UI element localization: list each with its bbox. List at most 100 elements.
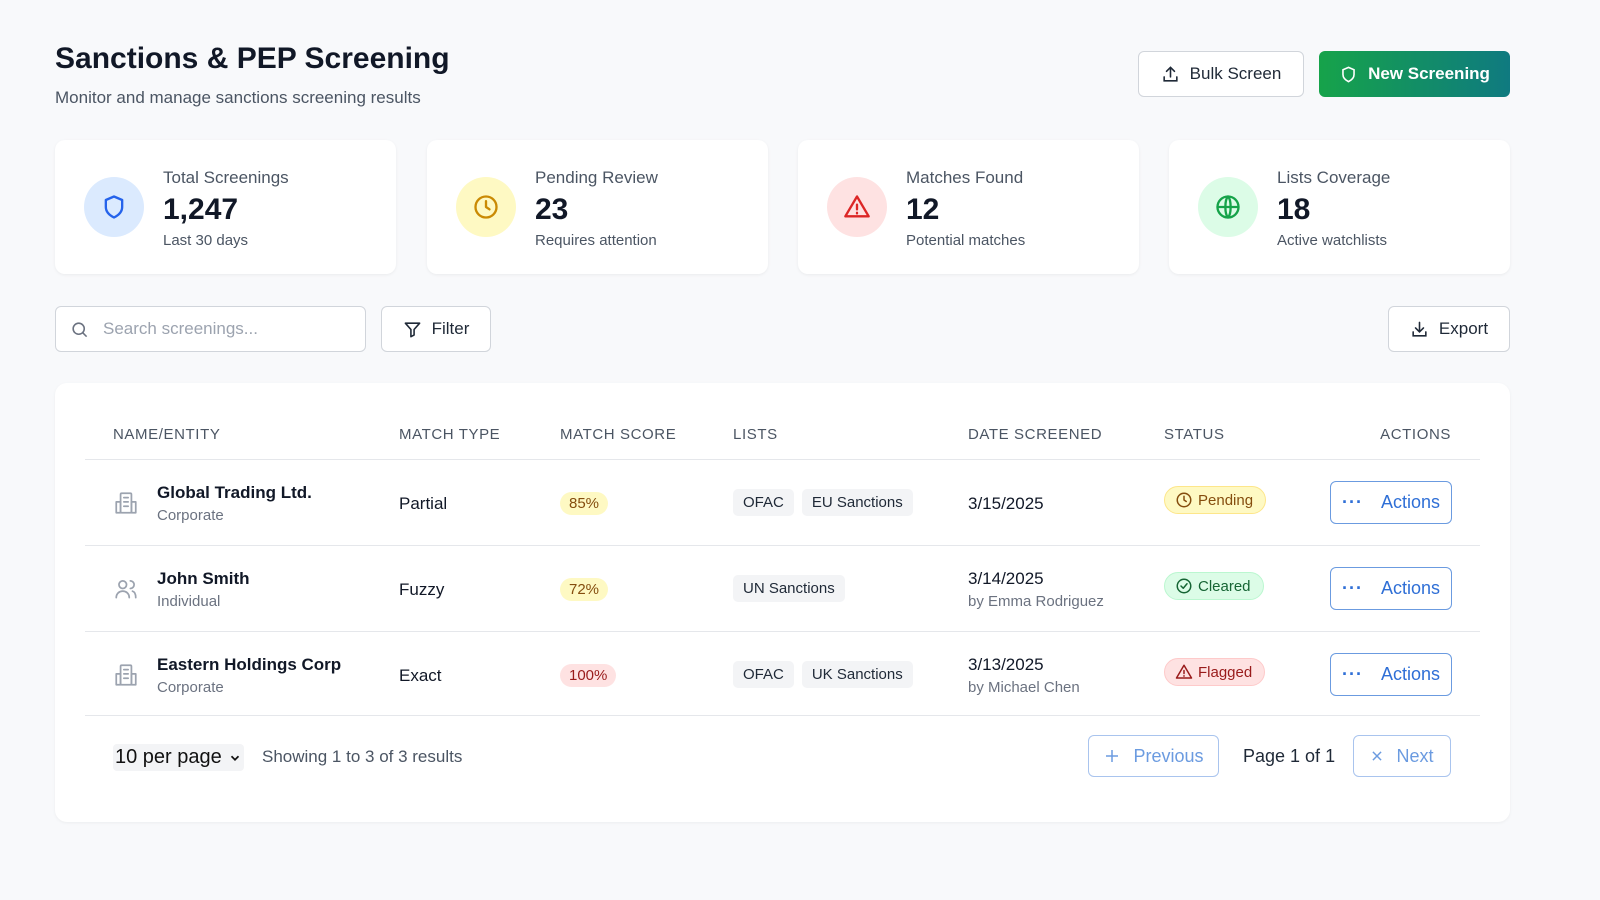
stat-icon-wrap <box>1198 177 1258 237</box>
list-tag: OFAC <box>733 661 794 688</box>
stat-note: Requires attention <box>535 232 657 249</box>
match-type: Partial <box>399 494 448 513</box>
stat-card: Pending Review 23 Requires attention <box>427 140 768 274</box>
export-button[interactable]: Export <box>1388 306 1510 352</box>
close-icon <box>1372 751 1383 761</box>
next-label: Next <box>1396 745 1434 766</box>
export-label: Export <box>1438 319 1489 338</box>
date-screened: 3/15/2025 <box>968 494 1044 513</box>
chevron-down-icon <box>230 755 239 761</box>
shield-icon <box>1342 66 1355 83</box>
date-screened: 3/14/2025 <box>968 569 1044 588</box>
actions-label: Actions <box>1380 492 1440 512</box>
stat-label: Lists Coverage <box>1277 168 1391 187</box>
entity-type: Individual <box>157 593 221 610</box>
shield-icon <box>104 195 124 219</box>
status-badge: Cleared <box>1164 572 1264 600</box>
results-summary: Showing 1 to 3 of 3 results <box>262 747 463 766</box>
stat-card: Lists Coverage 18 Active watchlists <box>1169 140 1510 274</box>
list-tag: OFAC <box>733 489 794 516</box>
col-match-type[interactable]: MATCH TYPE <box>399 426 501 443</box>
previous-button[interactable]: Previous <box>1088 735 1219 777</box>
page-subtitle: Monitor and manage sanctions screening r… <box>55 88 421 107</box>
per-page-value: 10 per page <box>115 746 222 768</box>
actions-button[interactable]: ··· Actions <box>1330 567 1452 610</box>
entity-type: Corporate <box>157 507 224 524</box>
filter-icon <box>404 321 421 337</box>
users-icon <box>115 580 137 599</box>
stat-value: 1,247 <box>163 193 239 226</box>
entity-type: Corporate <box>157 679 224 696</box>
stat-icon-wrap <box>827 177 887 237</box>
more-icon: ··· <box>1341 664 1363 684</box>
list-tag: UN Sanctions <box>733 575 845 602</box>
filter-label: Filter <box>431 319 470 338</box>
list-tag: EU Sanctions <box>801 489 913 516</box>
stat-icon-wrap <box>456 177 516 237</box>
table-row[interactable]: Eastern Holdings Corp Corporate Exact 10… <box>85 631 1480 717</box>
status-label: Cleared <box>1198 577 1251 595</box>
actions-label: Actions <box>1380 664 1440 684</box>
stat-label: Matches Found <box>906 168 1024 187</box>
next-button[interactable]: Next <box>1353 735 1451 777</box>
building-icon <box>115 492 137 514</box>
stat-value: 23 <box>535 193 569 226</box>
col-date[interactable]: DATE SCREENED <box>968 426 1103 443</box>
plus-icon <box>1106 750 1119 762</box>
col-match-score[interactable]: MATCH SCORE <box>560 426 677 443</box>
alert-triangle-icon <box>844 195 870 218</box>
table-row[interactable]: John Smith Individual Fuzzy 72% UN Sanct… <box>85 545 1480 631</box>
screenings-table: NAME/ENTITY MATCH TYPE MATCH SCORE LISTS… <box>55 383 1510 822</box>
col-lists[interactable]: LISTS <box>733 426 778 443</box>
previous-label: Previous <box>1133 745 1204 766</box>
more-icon: ··· <box>1341 578 1363 598</box>
stat-note: Active watchlists <box>1277 232 1388 249</box>
stat-card: Total Screenings 1,247 Last 30 days <box>55 140 396 274</box>
stat-value: 12 <box>906 193 940 226</box>
check-circle-icon <box>1176 578 1192 594</box>
alert-triangle-icon <box>1175 664 1193 679</box>
status-badge: Flagged <box>1164 658 1266 686</box>
col-actions: ACTIONS <box>1380 426 1451 443</box>
bulk-screen-label: Bulk Screen <box>1189 64 1282 83</box>
search-input[interactable] <box>103 319 343 339</box>
status-label: Pending <box>1198 491 1254 509</box>
status-label: Flagged <box>1198 663 1253 681</box>
entity-name[interactable]: Eastern Holdings Corp <box>157 655 342 674</box>
screened-by: by Michael Chen <box>968 679 1080 696</box>
actions-label: Actions <box>1380 578 1440 598</box>
bulk-screen-button[interactable]: Bulk Screen <box>1138 51 1304 97</box>
download-icon <box>1412 321 1427 337</box>
globe-icon <box>1216 195 1240 219</box>
entity-name[interactable]: Global Trading Ltd. <box>157 483 312 502</box>
building-icon <box>115 664 137 686</box>
page-indicator: Page 1 of 1 <box>1243 746 1336 766</box>
stat-label: Total Screenings <box>163 168 289 187</box>
date-screened: 3/13/2025 <box>968 655 1044 674</box>
entity-name[interactable]: John Smith <box>157 569 250 588</box>
search-icon <box>72 321 88 337</box>
stat-card: Matches Found 12 Potential matches <box>798 140 1139 274</box>
actions-button[interactable]: ··· Actions <box>1330 481 1452 524</box>
match-score-badge: 100% <box>560 664 617 687</box>
per-page-select[interactable]: 10 per page <box>113 744 244 771</box>
clock-icon <box>474 195 498 219</box>
actions-button[interactable]: ··· Actions <box>1330 653 1452 696</box>
search-box[interactable] <box>55 306 366 352</box>
clock-icon <box>1176 492 1192 508</box>
col-status[interactable]: STATUS <box>1164 426 1225 443</box>
stat-icon-wrap <box>84 177 144 237</box>
match-score-badge: 72% <box>560 578 609 601</box>
status-badge: Pending <box>1164 486 1267 514</box>
stat-note: Last 30 days <box>163 232 249 249</box>
new-screening-button[interactable]: New Screening <box>1319 51 1510 97</box>
stat-note: Potential matches <box>906 232 1026 249</box>
more-icon: ··· <box>1341 492 1363 512</box>
upload-icon <box>1163 65 1178 82</box>
table-row[interactable]: Global Trading Ltd. Corporate Partial 85… <box>85 459 1480 545</box>
screened-by: by Emma Rodriguez <box>968 593 1104 610</box>
col-name[interactable]: NAME/ENTITY <box>113 426 221 443</box>
filter-button[interactable]: Filter <box>381 306 491 352</box>
stat-label: Pending Review <box>535 168 658 187</box>
new-screening-label: New Screening <box>1368 64 1490 83</box>
